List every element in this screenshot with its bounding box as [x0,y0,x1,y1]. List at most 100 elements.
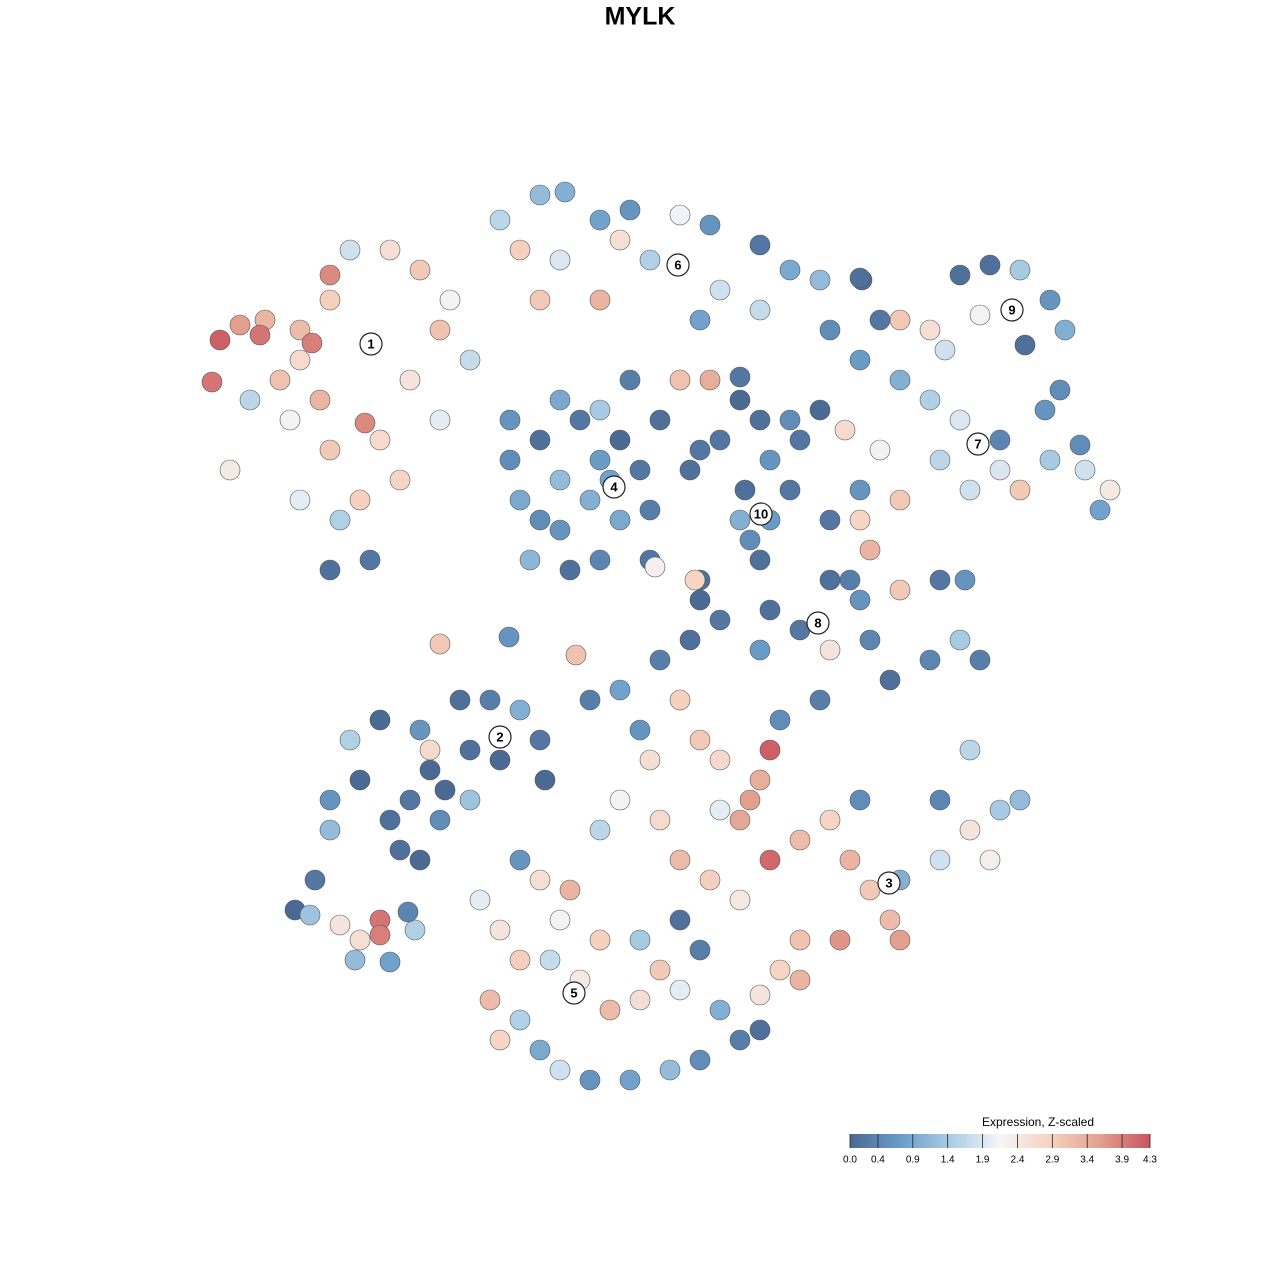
point [339,729,361,751]
point [459,739,481,761]
point [529,1039,551,1061]
point [819,569,841,591]
point [519,549,541,571]
point [889,579,911,601]
point [549,1059,571,1081]
point [249,324,271,346]
point [819,809,841,831]
point [859,879,881,901]
point [489,1029,511,1051]
point [709,799,731,821]
point [949,629,971,651]
point [949,409,971,431]
point [709,749,731,771]
point [859,539,881,561]
point [759,739,781,761]
point [749,234,771,256]
point [729,366,751,388]
point [309,389,331,411]
point [849,509,871,531]
point [639,749,661,771]
point [419,759,441,781]
point [379,951,401,973]
cluster-marker [1000,298,1024,322]
point [959,819,981,841]
point [1049,379,1071,401]
point [319,264,341,286]
point [679,629,701,651]
point [559,879,581,901]
point [1039,449,1061,471]
point [779,479,801,501]
cluster-label: 1 [367,336,374,351]
point [669,689,691,711]
point [809,399,831,421]
point [429,319,451,341]
point [229,314,251,336]
point [629,929,651,951]
point [529,289,551,311]
point [749,1019,771,1041]
point [749,769,771,791]
point [954,569,976,591]
point [789,429,811,451]
point [1014,334,1036,356]
cluster-marker [966,432,990,456]
point [689,309,711,331]
colorbar-tick-label: 0.9 [906,1155,920,1166]
point [669,909,691,931]
point [989,799,1011,821]
point [349,489,371,511]
point [509,239,531,261]
colorbar-tick-label: 2.9 [1045,1155,1059,1166]
point [1069,434,1091,456]
point [329,509,351,531]
point [619,1069,641,1091]
point [619,199,641,221]
point [709,999,731,1021]
point [429,809,451,831]
point [929,569,951,591]
cluster-marker [562,981,586,1005]
point [969,649,991,671]
point [529,184,551,206]
point [599,999,621,1021]
point [589,209,611,231]
point [479,689,501,711]
point [344,949,366,971]
point [589,449,611,471]
point [409,259,431,281]
colorbar [850,1134,1150,1148]
point [498,626,520,648]
point [749,549,771,571]
point [789,969,811,991]
point [319,289,341,311]
point [779,259,801,281]
point [639,249,661,271]
point [729,809,751,831]
point [879,909,901,931]
point [489,749,511,771]
point [979,254,1001,276]
point [689,1049,711,1071]
point [989,459,1011,481]
point [789,929,811,951]
point [489,919,511,941]
point [429,409,451,431]
point [509,849,531,871]
point [709,429,731,451]
point [459,349,481,371]
point [549,389,571,411]
colorbar-title: Expression, Z-scaled [982,1115,1094,1129]
cluster-label: 4 [610,479,618,494]
point [709,609,731,631]
point [509,949,531,971]
point [739,529,761,551]
point [819,319,841,341]
point [689,939,711,961]
cluster-marker [488,725,512,749]
point [579,689,601,711]
point [829,929,851,951]
point [919,319,941,341]
point [539,949,561,971]
